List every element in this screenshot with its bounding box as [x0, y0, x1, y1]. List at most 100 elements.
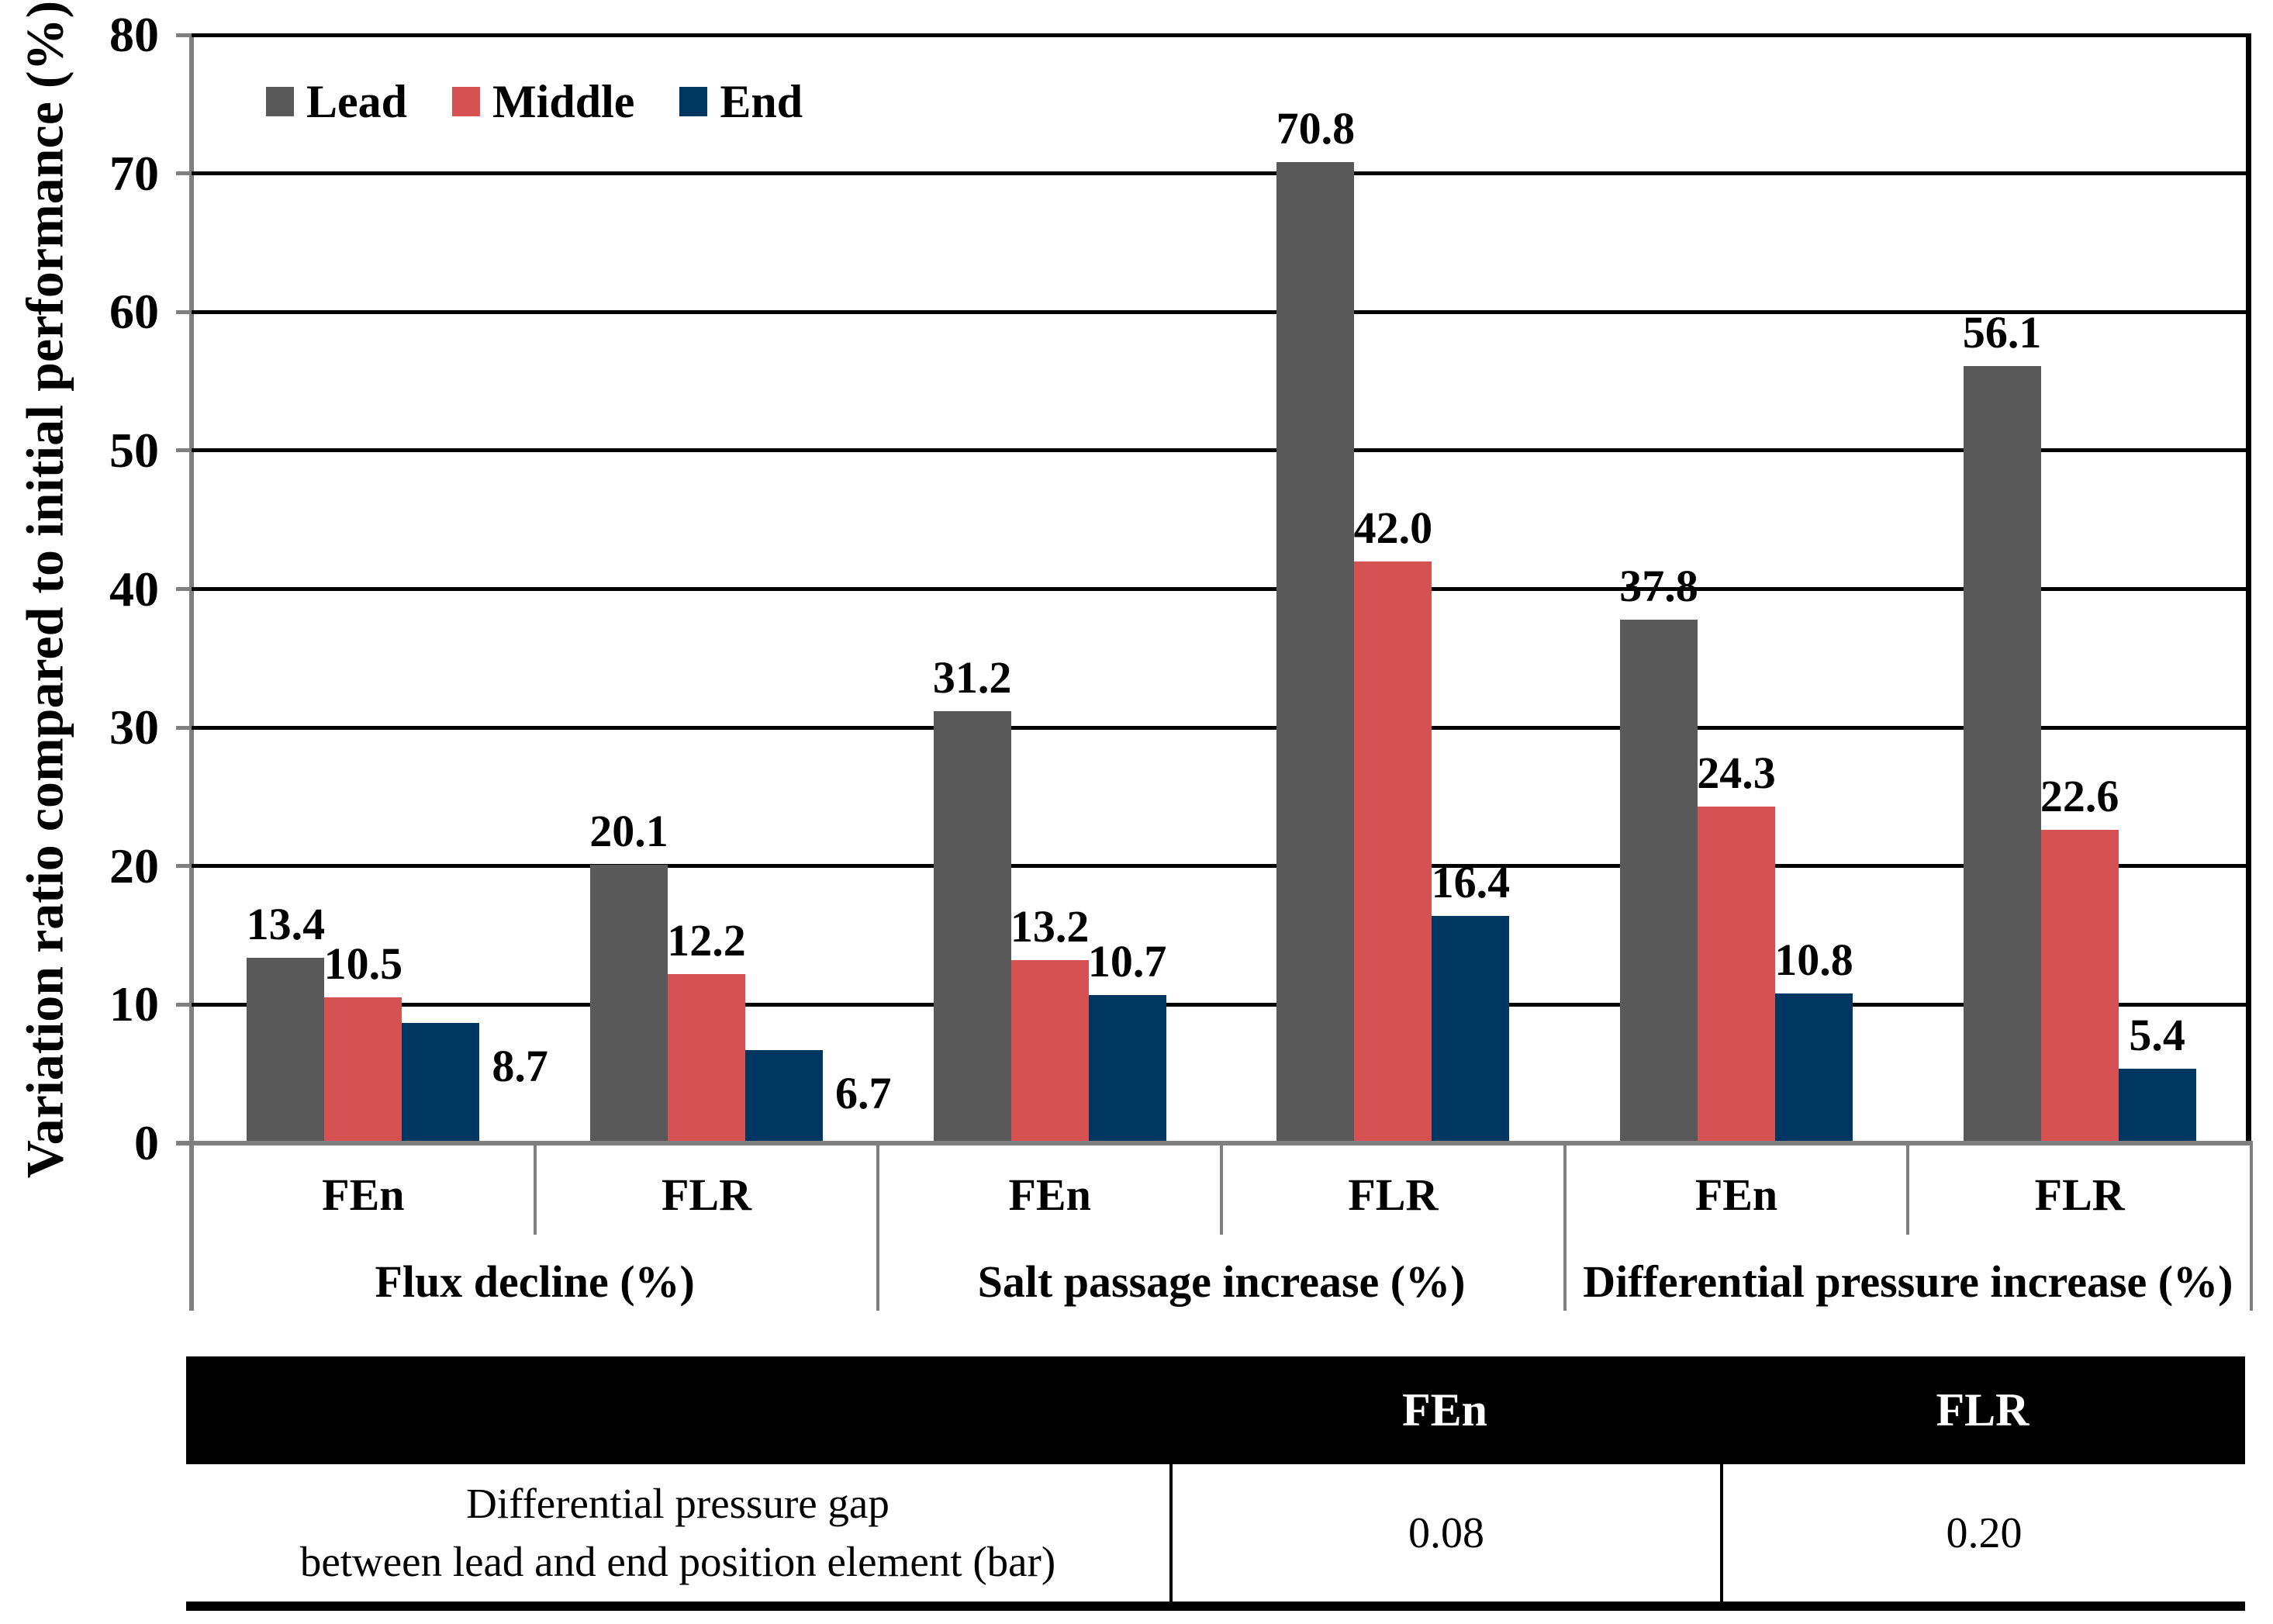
category-separator-right [2250, 1143, 2253, 1311]
plot-right-border [2246, 35, 2251, 1143]
y-tick-label-0: 0 [134, 1115, 159, 1170]
legend: Lead Middle End [266, 78, 803, 125]
bar-lead-group3 [933, 710, 1011, 1143]
y-tick-label-70: 70 [109, 145, 159, 201]
value-label-end-group1: 8.7 [492, 1040, 548, 1091]
y-tick-label-10: 10 [109, 976, 159, 1032]
bar-middle-group4 [1354, 561, 1432, 1143]
gridline-60 [192, 309, 2251, 314]
value-label-middle-group6: 22.6 [2040, 771, 2119, 822]
category-separator-group [1563, 1143, 1567, 1311]
gridline-70 [192, 171, 2251, 176]
bar-end-group6 [2118, 1068, 2196, 1143]
table-value-flr: 0.20 [1720, 1464, 2245, 1602]
value-label-end-group4: 16.4 [1431, 857, 1511, 908]
bar-lead-group5 [1620, 619, 1698, 1143]
table-header-fen: FEn [1401, 1384, 1488, 1436]
value-label-lead-group6: 56.1 [1962, 306, 2042, 358]
y-tick-label-20: 20 [109, 838, 159, 893]
table-body-row: Differential pressure gap between lead a… [186, 1464, 2245, 1611]
value-label-lead-group4: 70.8 [1276, 103, 1356, 154]
y-axis-line [189, 35, 194, 1311]
value-label-middle-group4: 42.0 [1353, 502, 1433, 553]
table-header-empty-cell [186, 1356, 1169, 1464]
y-tick-label-60: 60 [109, 284, 159, 340]
bar-lead-group4 [1276, 162, 1355, 1143]
value-label-middle-group1: 10.5 [323, 938, 403, 990]
bar-end-group3 [1088, 994, 1166, 1143]
y-tickmark-60 [176, 309, 192, 314]
bar-end-group2 [745, 1050, 823, 1143]
bar-end-group1 [402, 1022, 480, 1143]
y-tickmark-20 [176, 864, 192, 869]
value-label-middle-group5: 24.3 [1697, 747, 1776, 798]
x-group-label-1: Flux decline (%) [375, 1256, 695, 1307]
value-label-end-group3: 10.7 [1087, 935, 1167, 986]
category-separator-sub [1220, 1143, 1223, 1235]
y-tickmark-70 [176, 171, 192, 176]
y-tickmark-80 [176, 33, 192, 37]
table-row-label: Differential pressure gap between lead a… [300, 1475, 1055, 1591]
y-tickmark-30 [176, 725, 192, 730]
category-separator-sub [533, 1143, 537, 1235]
table-row-label-line2: between lead and end position element (b… [299, 1537, 1056, 1585]
x-sublabel-2: FLR [662, 1170, 751, 1220]
y-tickmark-40 [176, 587, 192, 591]
x-axis-baseline [176, 1141, 2253, 1145]
legend-item-end: End [679, 78, 803, 125]
bar-middle-group1 [324, 997, 402, 1143]
legend-label-middle: Middle [492, 76, 635, 127]
gridline-10 [192, 1002, 2251, 1007]
legend-swatch-end-icon [679, 87, 708, 116]
y-tick-label-30: 30 [109, 700, 159, 755]
value-label-end-group6: 5.4 [2129, 1009, 2185, 1060]
gridline-40 [192, 587, 2251, 591]
plot-area: 13.4 20.1 31.2 70.8 37.8 56.1 10.5 12.2 13.2 42.0… [192, 33, 2251, 1143]
x-group-label-3: Differential pressure increase (%) [1583, 1256, 2233, 1307]
value-label-middle-group2: 12.2 [667, 915, 746, 966]
bar-end-group4 [1432, 916, 1510, 1143]
y-tick-label-40: 40 [109, 561, 159, 617]
table-header-row: FEn FLR [186, 1356, 2245, 1464]
gridline-20 [192, 864, 2251, 869]
table-row-label-line1: Differential pressure gap [466, 1480, 890, 1528]
bar-middle-group3 [1010, 960, 1089, 1143]
y-tick-label-50: 50 [109, 422, 159, 478]
legend-item-middle: Middle [452, 78, 634, 125]
y-tickmark-10 [176, 1002, 192, 1007]
gridline-80 [192, 33, 2251, 37]
bar-lead-group6 [1963, 365, 2041, 1143]
bar-middle-group5 [1698, 806, 1775, 1143]
bar-middle-group2 [668, 974, 745, 1143]
category-separator-group [876, 1143, 880, 1311]
legend-item-lead: Lead [266, 78, 407, 125]
x-sublabel-3: FEn [1008, 1170, 1091, 1220]
bar-middle-group6 [2040, 830, 2119, 1143]
value-label-lead-group5: 37.8 [1619, 560, 1698, 611]
value-label-end-group5: 10.8 [1774, 935, 1853, 986]
legend-label-end: End [720, 76, 803, 127]
value-label-lead-group3: 31.2 [932, 651, 1012, 703]
value-label-lead-group1: 13.4 [246, 898, 326, 949]
value-label-lead-group2: 20.1 [589, 805, 668, 856]
bar-lead-group2 [590, 864, 668, 1143]
gridline-30 [192, 725, 2251, 730]
table-value-fen: 0.08 [1169, 1464, 1720, 1602]
bar-end-group5 [1775, 993, 1853, 1143]
value-label-middle-group3: 13.2 [1010, 901, 1090, 952]
y-tickmark-50 [176, 448, 192, 453]
table-header-flr: FLR [1936, 1384, 2029, 1436]
category-separator-sub [1906, 1143, 1910, 1235]
table-row-label-cell: Differential pressure gap between lead a… [186, 1464, 1169, 1602]
legend-swatch-middle-icon [452, 87, 481, 116]
x-sublabel-4: FLR [1348, 1170, 1439, 1220]
differential-pressure-table: FEn FLR Differential pressure gap betwee… [186, 1356, 2245, 1611]
value-label-end-group2: 6.7 [835, 1068, 892, 1119]
x-sublabel-1: FEn [322, 1170, 405, 1220]
gridline-50 [192, 448, 2251, 453]
legend-swatch-lead-icon [266, 87, 294, 116]
y-tick-label-80: 80 [109, 7, 159, 62]
x-group-label-2: Salt passage increase (%) [977, 1256, 1466, 1307]
x-sublabel-5: FEn [1694, 1170, 1778, 1220]
